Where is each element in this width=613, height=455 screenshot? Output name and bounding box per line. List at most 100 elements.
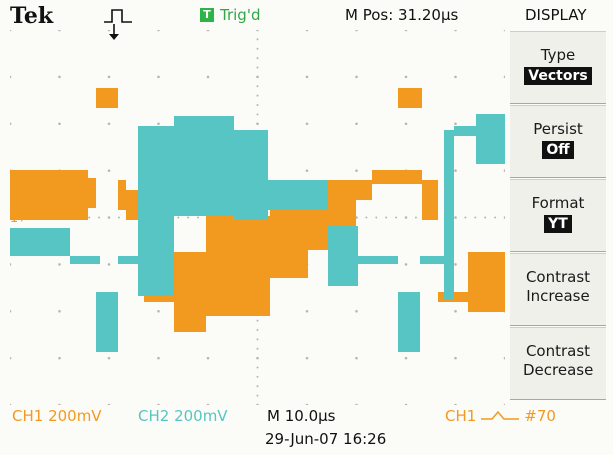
- type-label: Type: [540, 46, 576, 64]
- grid-dot: [454, 356, 457, 360]
- grid-dot: [10, 30, 12, 32]
- ch1-trace-segment: [206, 216, 270, 316]
- ch1-trace-segment: [468, 252, 505, 312]
- grid-dot: [107, 30, 111, 32]
- grid-dot: [10, 309, 12, 313]
- grid-dot: [117, 216, 120, 219]
- grid-dot: [58, 309, 61, 313]
- persist-button[interactable]: Persist Off: [510, 105, 606, 178]
- grid-dot: [305, 122, 309, 126]
- grid-dot: [197, 216, 200, 219]
- grid-dot: [256, 404, 259, 405]
- trigger-position-icon: [104, 9, 132, 40]
- grid-dot: [256, 357, 259, 360]
- grid-dot: [503, 30, 505, 32]
- grid-dot: [256, 375, 259, 378]
- grid-dot: [256, 66, 259, 69]
- ch1-trace-segment: [118, 180, 126, 210]
- grid-dot: [206, 403, 210, 405]
- ch2-trace-segment: [454, 126, 476, 136]
- grid-dot: [484, 216, 487, 219]
- type-button[interactable]: Type Vectors: [510, 31, 606, 104]
- grid-dot: [187, 216, 190, 219]
- ch1-trace-segment: [10, 170, 88, 220]
- grid-dot: [405, 216, 407, 219]
- ch2-trace-segment: [358, 256, 398, 264]
- grid-dot: [157, 122, 160, 126]
- grid-dot: [107, 122, 111, 126]
- grid-dot: [256, 47, 259, 50]
- grid-dot: [58, 122, 61, 126]
- grid-dot: [454, 122, 457, 126]
- grid-dot: [108, 216, 110, 219]
- grid-dot: [305, 30, 309, 32]
- grid-dot: [503, 169, 505, 172]
- grid-dot: [256, 329, 259, 331]
- grid-dot: [157, 75, 160, 79]
- grid-dot: [256, 338, 259, 341]
- grid-dot: [157, 309, 160, 313]
- grid-dot: [256, 57, 259, 60]
- grid-dot: [414, 216, 417, 219]
- ch2-trace-segment: [476, 114, 505, 164]
- grid-dot: [454, 30, 457, 32]
- grid-dot: [404, 403, 408, 405]
- grid-dot: [157, 403, 160, 405]
- ch2-trace-segment: [96, 292, 118, 352]
- ch1-trace-segment: [372, 170, 422, 184]
- status-bar: Tek T Trig'd M Pos: 31.20µs DISPLAY: [0, 0, 613, 40]
- grid-dot: [503, 356, 505, 360]
- grid-dot: [58, 75, 61, 79]
- grid-dot: [58, 30, 61, 32]
- ch1-trace-segment: [422, 180, 438, 220]
- brand-logo: Tek: [10, 3, 54, 29]
- grid-dot: [395, 216, 398, 219]
- readout-bar: CH1 200mV CH2 200mV M 10.0µs 29-Jun-07 1…: [0, 405, 613, 455]
- grid-dot: [256, 75, 259, 78]
- grid-dot: [494, 216, 497, 219]
- ch2-trace-segment: [328, 226, 358, 286]
- grid-dot: [305, 169, 309, 172]
- grid-dot: [305, 75, 309, 79]
- grid-dot: [256, 104, 259, 106]
- grid-dot: [256, 394, 259, 397]
- grid-dot: [454, 169, 457, 172]
- grid-dot: [404, 263, 408, 266]
- grid-dot: [10, 122, 12, 126]
- type-value: Vectors: [524, 67, 592, 85]
- ch2-trace-segment: [118, 256, 138, 264]
- format-button[interactable]: Format YT: [510, 179, 606, 252]
- grid-dot: [305, 309, 309, 313]
- contrast-decrease-label: Contrast Decrease: [523, 342, 594, 379]
- grid-dot: [454, 75, 457, 79]
- ch2-trace-segment: [10, 228, 70, 256]
- grid-dot: [10, 403, 12, 405]
- grid-dot: [88, 216, 91, 219]
- ch2-trace-segment: [234, 130, 268, 220]
- grid-dot: [58, 263, 61, 266]
- grid-dot: [256, 85, 259, 88]
- contrast-decrease-button[interactable]: Contrast Decrease: [510, 327, 606, 400]
- grid-dot: [58, 403, 61, 405]
- grid-dot: [157, 356, 160, 360]
- grid-dot: [503, 75, 505, 79]
- date-time-readout: 29-Jun-07 16:26: [265, 430, 387, 448]
- ch1-trace-segment: [174, 252, 206, 332]
- grid-dot: [157, 30, 160, 32]
- grid-dot: [206, 356, 210, 360]
- grid-dot: [98, 216, 101, 219]
- ch1-trace-segment: [88, 178, 96, 208]
- ch1-trace-segment: [356, 180, 372, 200]
- grid-dot: [355, 309, 358, 313]
- grid-dot: [206, 75, 210, 79]
- grid-dot: [256, 366, 259, 369]
- grid-dot: [504, 216, 505, 219]
- ch1-trace-segment: [144, 292, 174, 302]
- contrast-increase-button[interactable]: Contrast Increase: [510, 253, 606, 326]
- ch2-trace-segment: [398, 292, 420, 352]
- grid-dot: [256, 38, 259, 41]
- ch2-trace-segment: [444, 130, 454, 300]
- rising-edge-icon: [481, 410, 520, 420]
- grid-dot: [305, 403, 309, 405]
- ch2-scale-readout: CH2 200mV: [138, 407, 228, 425]
